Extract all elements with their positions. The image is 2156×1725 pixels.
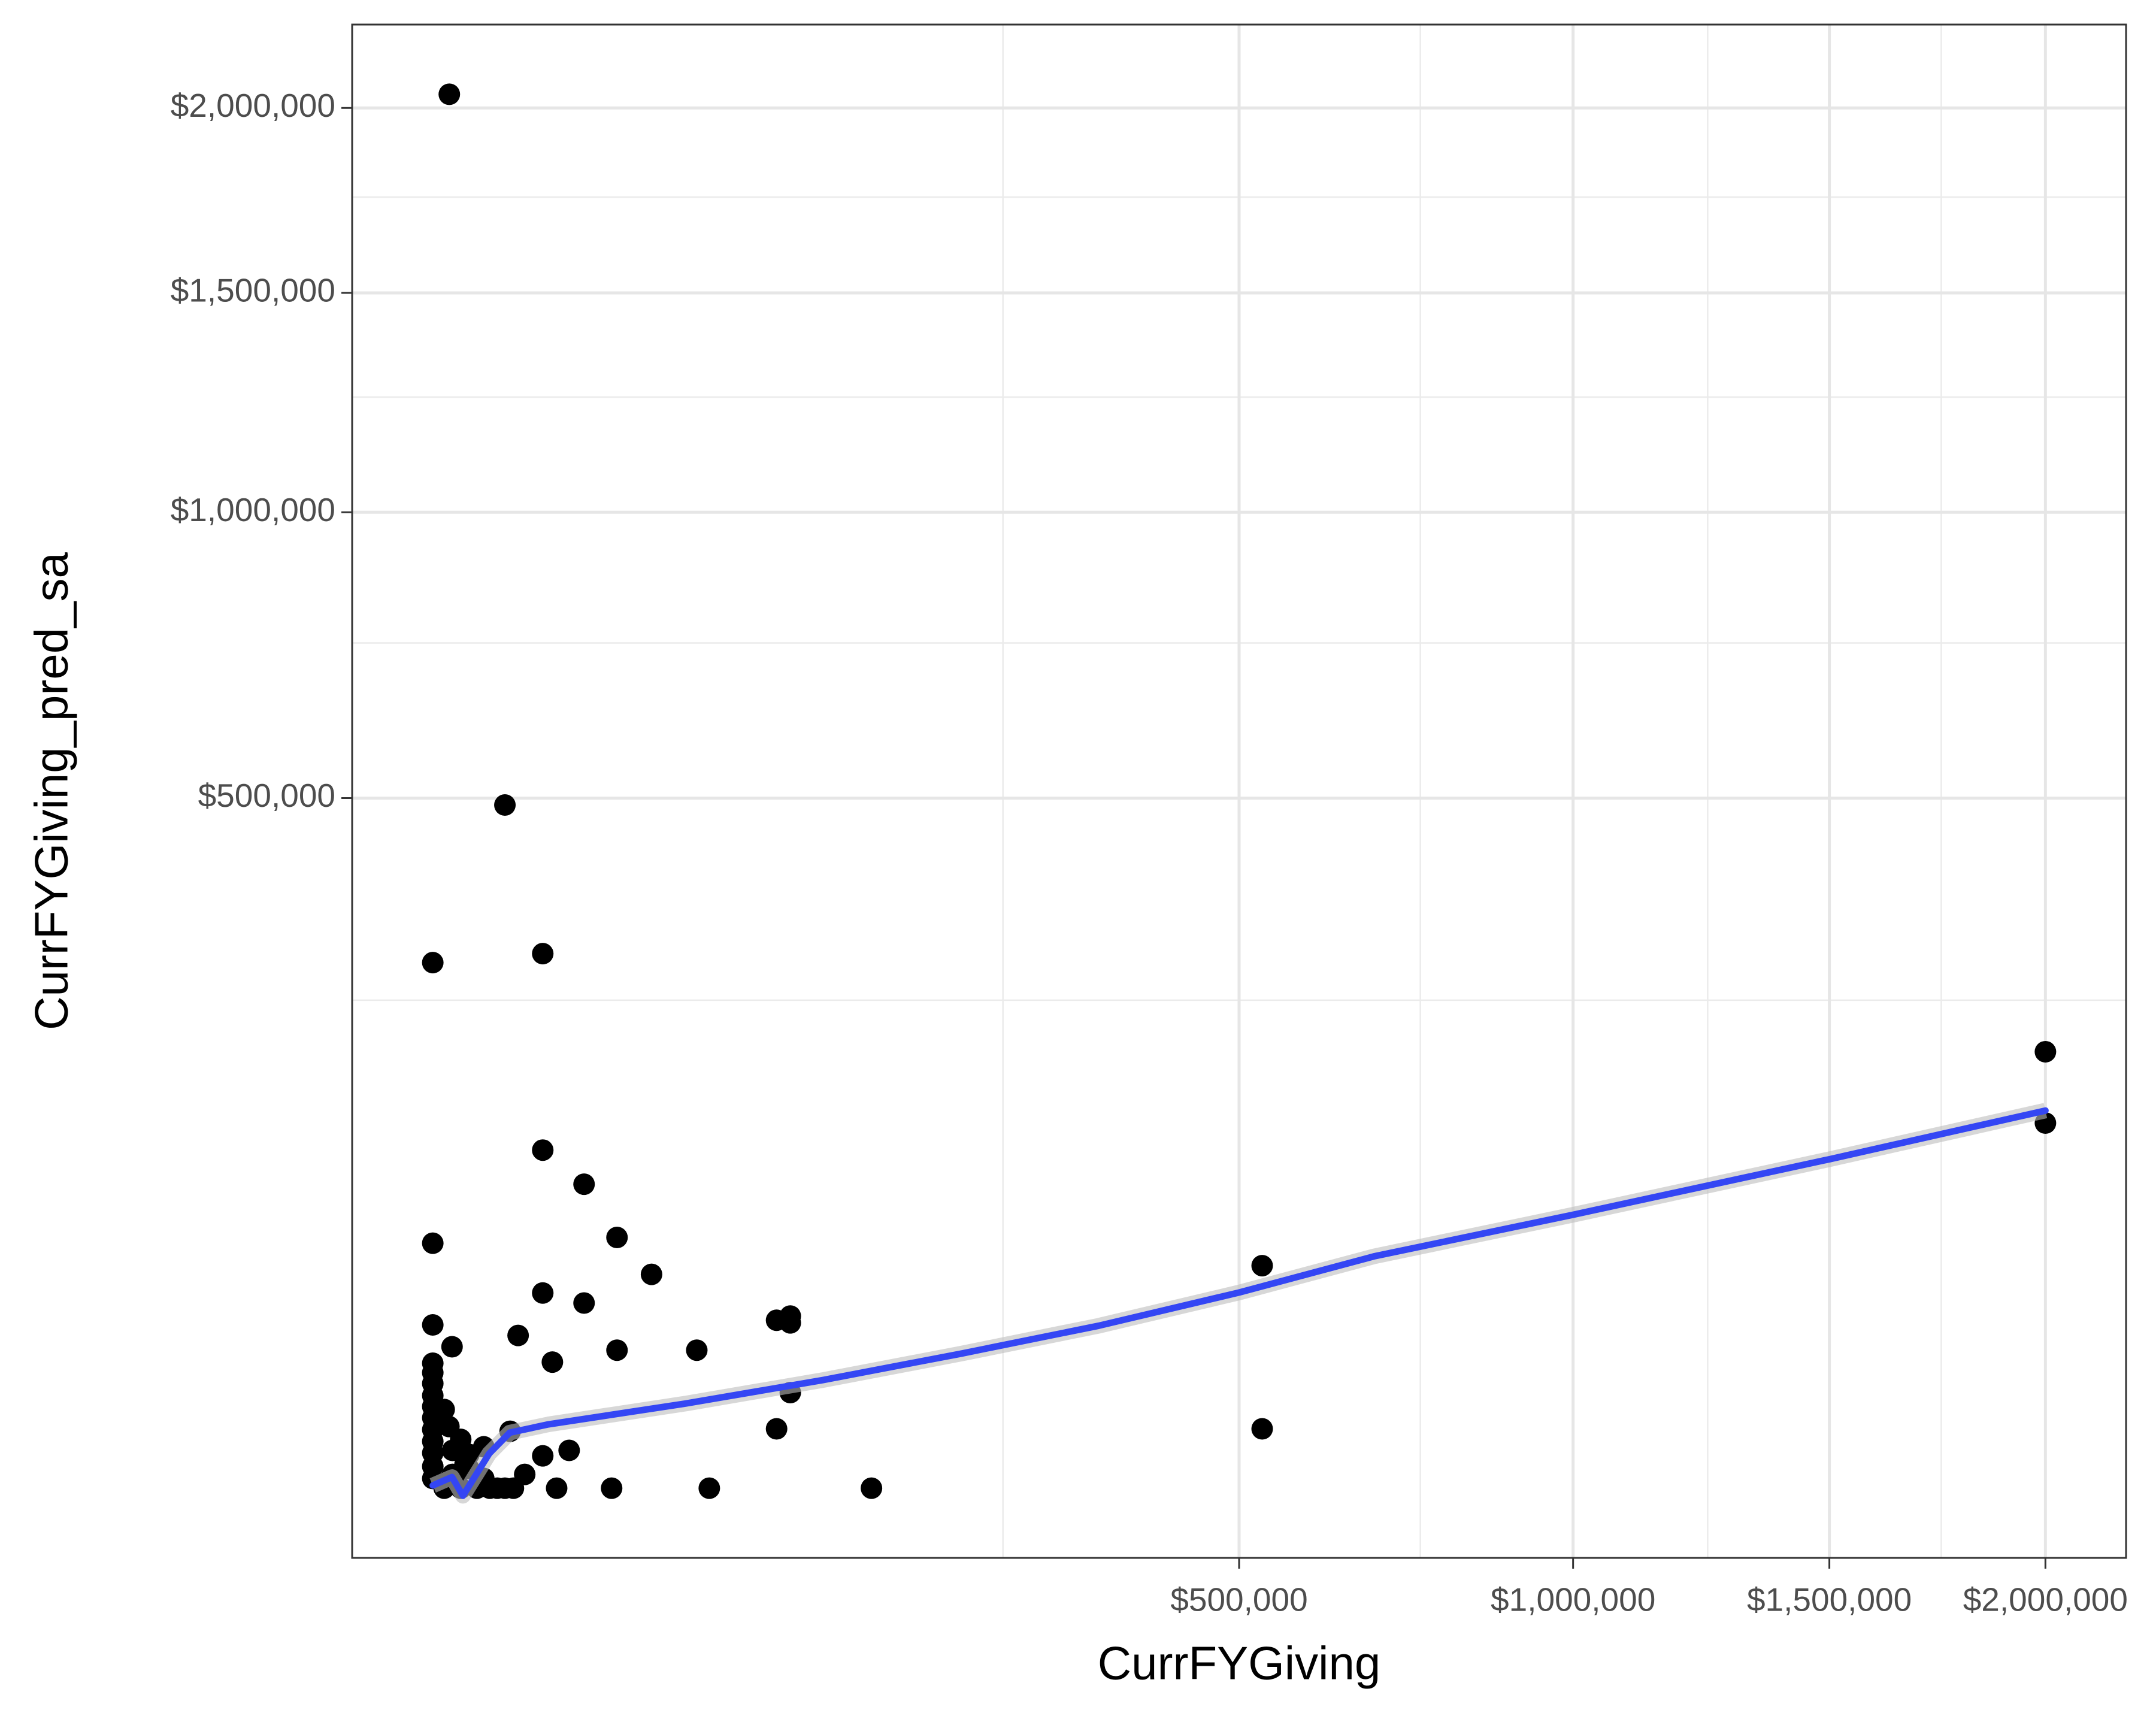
data-point	[2034, 1040, 2057, 1063]
data-point	[698, 1477, 720, 1499]
data-point	[601, 1477, 623, 1499]
data-point	[606, 1339, 628, 1361]
data-point	[1251, 1255, 1273, 1277]
data-point	[438, 1415, 460, 1438]
grid-layer	[352, 25, 2126, 1558]
data-point	[438, 83, 461, 105]
data-point	[433, 1399, 455, 1421]
x-axis-title: CurrFYGiving	[1098, 1637, 1380, 1690]
data-point	[1251, 1418, 1273, 1440]
y-tick-label: $500,000	[198, 777, 335, 814]
data-point	[532, 1445, 554, 1467]
y-tick-label: $1,500,000	[171, 272, 335, 309]
y-tick-label: $1,000,000	[171, 491, 335, 528]
data-point	[532, 1139, 554, 1161]
data-point	[422, 1232, 444, 1254]
data-point	[422, 952, 444, 974]
data-point	[779, 1312, 801, 1334]
x-tick-label: $1,500,000	[1747, 1581, 1912, 1618]
x-tick-label: $500,000	[1170, 1581, 1307, 1618]
data-point	[494, 794, 516, 816]
trend-line	[429, 1107, 2049, 1499]
data-point	[546, 1477, 568, 1499]
x-tick-label: $1,000,000	[1491, 1581, 1655, 1618]
data-point	[861, 1477, 883, 1499]
y-axis-title: CurrFYGiving_pred_sa	[25, 552, 78, 1030]
data-point	[541, 1351, 564, 1373]
data-point	[532, 1282, 554, 1304]
x-tick-label: $2,000,000	[1963, 1581, 2128, 1618]
data-point	[422, 1314, 444, 1336]
data-point	[558, 1439, 580, 1461]
data-point	[640, 1263, 662, 1285]
data-point	[573, 1292, 595, 1314]
axes-layer: $500,000 $1,000,000 $1,500,000 $2,000,000 $5…	[171, 87, 2128, 1618]
marks-layer	[422, 83, 2057, 1504]
data-point	[441, 1336, 463, 1358]
data-point	[686, 1339, 708, 1361]
data-point	[573, 1173, 595, 1196]
y-tick-label: $2,000,000	[171, 87, 335, 124]
data-point	[532, 943, 554, 965]
data-point	[507, 1324, 529, 1346]
data-point	[606, 1227, 628, 1249]
data-point	[514, 1463, 536, 1485]
data-point	[765, 1418, 788, 1440]
